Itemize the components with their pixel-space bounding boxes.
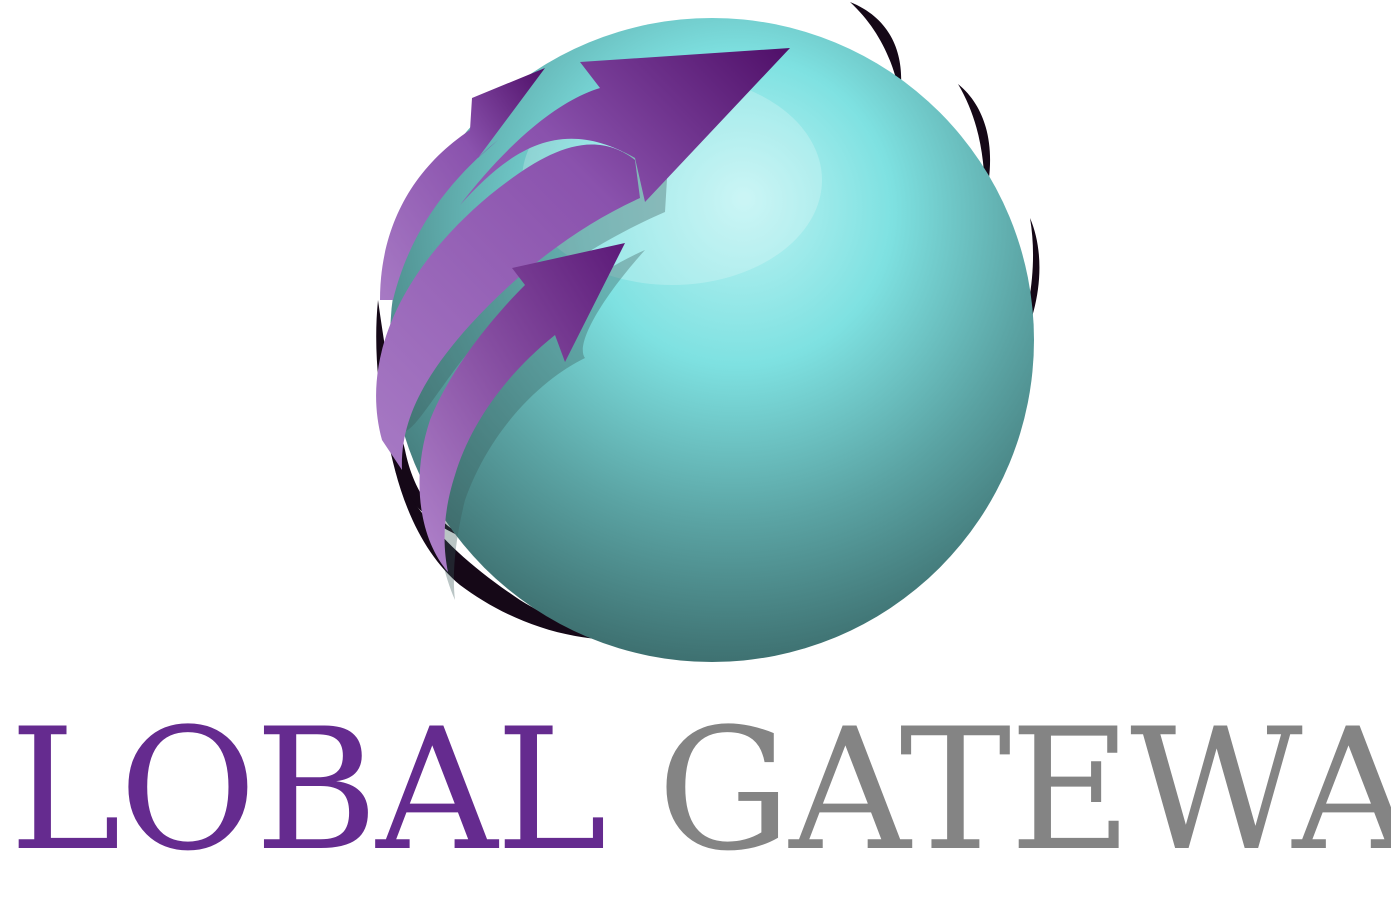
globe-with-arrows-icon — [376, 2, 1040, 662]
wordmark: GLOBAL GATEWAY — [0, 700, 1391, 880]
brand-name-global: GLOBAL — [0, 692, 607, 888]
brand-name-gateway: GATEWAY — [657, 692, 1391, 888]
arrow-middle-large — [376, 48, 790, 470]
arrow-top-left — [380, 68, 545, 300]
arrow-bottom-small — [419, 243, 625, 572]
